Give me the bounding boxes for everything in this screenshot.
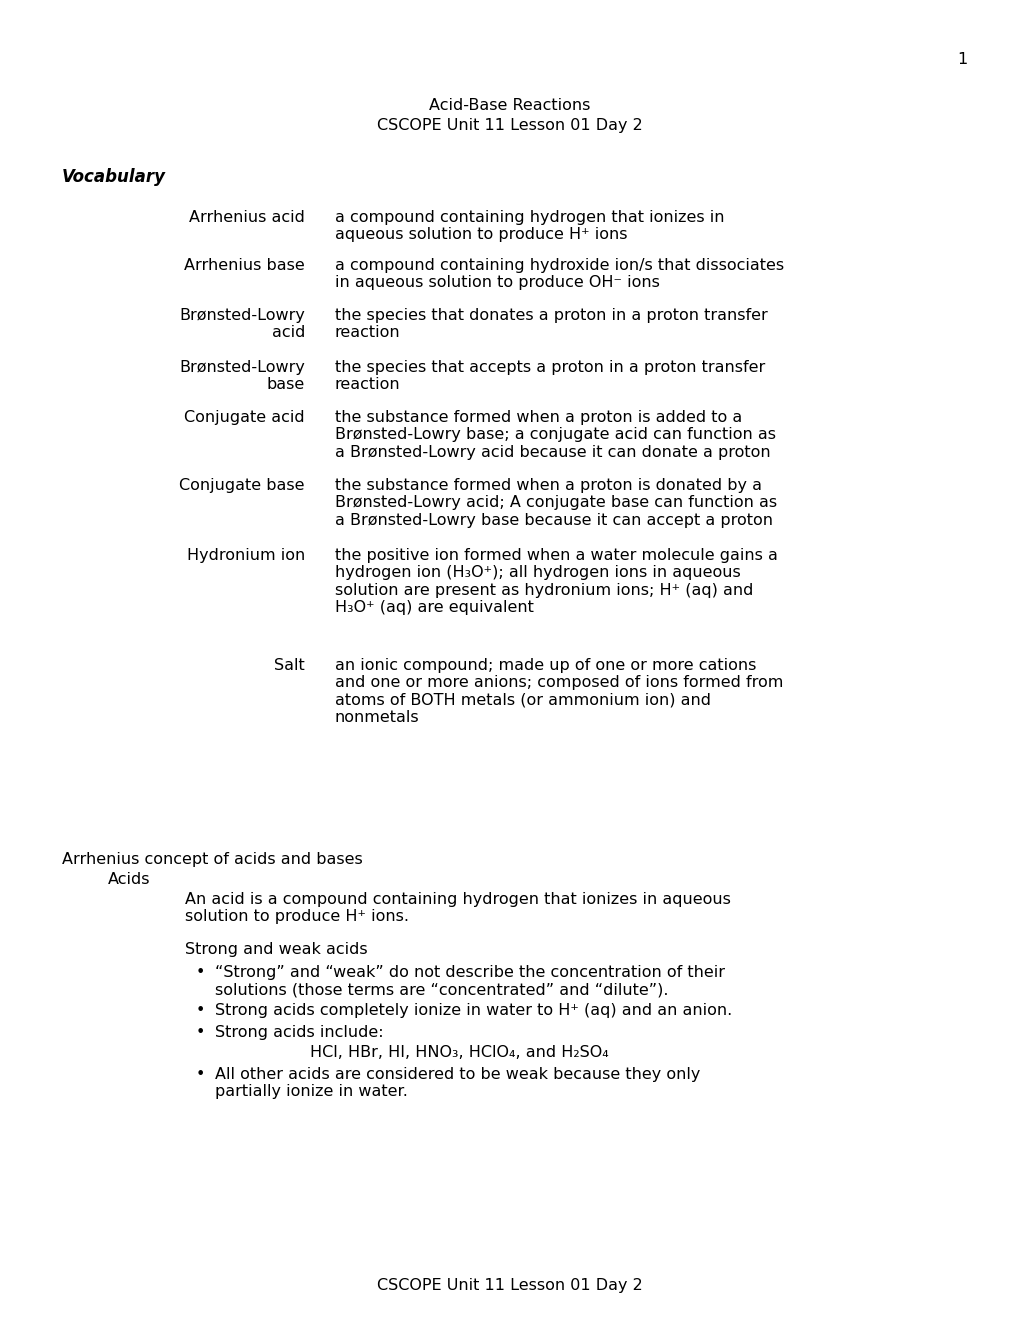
Text: Salt: Salt bbox=[274, 657, 305, 673]
Text: Arrhenius acid: Arrhenius acid bbox=[189, 210, 305, 224]
Text: a compound containing hydroxide ion/s that dissociates
in aqueous solution to pr: a compound containing hydroxide ion/s th… bbox=[334, 257, 784, 290]
Text: Strong acids include:: Strong acids include: bbox=[215, 1026, 383, 1040]
Text: an ionic compound; made up of one or more cations
and one or more anions; compos: an ionic compound; made up of one or mor… bbox=[334, 657, 783, 725]
Text: Brønsted-Lowry
acid: Brønsted-Lowry acid bbox=[179, 308, 305, 341]
Text: Acids: Acids bbox=[108, 873, 151, 887]
Text: the substance formed when a proton is donated by a
Brønsted-Lowry acid; A conjug: the substance formed when a proton is do… bbox=[334, 478, 776, 528]
Text: the substance formed when a proton is added to a
Brønsted-Lowry base; a conjugat: the substance formed when a proton is ad… bbox=[334, 411, 775, 459]
Text: Strong acids completely ionize in water to H⁺ (aq) and an anion.: Strong acids completely ionize in water … bbox=[215, 1003, 732, 1018]
Text: All other acids are considered to be weak because they only
partially ionize in : All other acids are considered to be wea… bbox=[215, 1067, 700, 1100]
Text: •: • bbox=[196, 1026, 205, 1040]
Text: •: • bbox=[196, 1003, 205, 1018]
Text: Vocabulary: Vocabulary bbox=[62, 168, 166, 186]
Text: An acid is a compound containing hydrogen that ionizes in aqueous
solution to pr: An acid is a compound containing hydroge… bbox=[184, 892, 731, 924]
Text: Arrhenius base: Arrhenius base bbox=[184, 257, 305, 273]
Text: Conjugate acid: Conjugate acid bbox=[184, 411, 305, 425]
Text: the species that accepts a proton in a proton transfer
reaction: the species that accepts a proton in a p… bbox=[334, 360, 764, 392]
Text: “Strong” and “weak” do not describe the concentration of their
solutions (those : “Strong” and “weak” do not describe the … bbox=[215, 965, 725, 998]
Text: Conjugate base: Conjugate base bbox=[179, 478, 305, 492]
Text: CSCOPE Unit 11 Lesson 01 Day 2: CSCOPE Unit 11 Lesson 01 Day 2 bbox=[377, 117, 642, 133]
Text: the species that donates a proton in a proton transfer
reaction: the species that donates a proton in a p… bbox=[334, 308, 767, 341]
Text: •: • bbox=[196, 965, 205, 979]
Text: Arrhenius concept of acids and bases: Arrhenius concept of acids and bases bbox=[62, 851, 363, 867]
Text: the positive ion formed when a water molecule gains a
hydrogen ion (H₃O⁺); all h: the positive ion formed when a water mol… bbox=[334, 548, 777, 615]
Text: •: • bbox=[196, 1067, 205, 1082]
Text: Strong and weak acids: Strong and weak acids bbox=[184, 942, 367, 957]
Text: a compound containing hydrogen that ionizes in
aqueous solution to produce H⁺ io: a compound containing hydrogen that ioni… bbox=[334, 210, 723, 243]
Text: HCl, HBr, HI, HNO₃, HClO₄, and H₂SO₄: HCl, HBr, HI, HNO₃, HClO₄, and H₂SO₄ bbox=[310, 1045, 608, 1060]
Text: CSCOPE Unit 11 Lesson 01 Day 2: CSCOPE Unit 11 Lesson 01 Day 2 bbox=[377, 1278, 642, 1294]
Text: 1: 1 bbox=[957, 51, 967, 67]
Text: Hydronium ion: Hydronium ion bbox=[186, 548, 305, 564]
Text: Acid-Base Reactions: Acid-Base Reactions bbox=[429, 98, 590, 114]
Text: Brønsted-Lowry
base: Brønsted-Lowry base bbox=[179, 360, 305, 392]
